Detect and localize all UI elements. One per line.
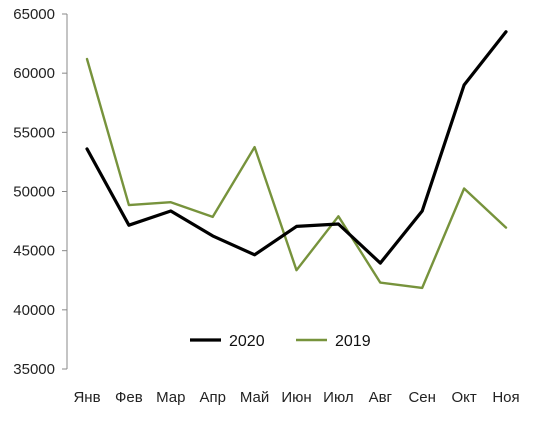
chart-axes: 35000 40000 45000 50000 55000 60000 65000 Янв Фе… [13,6,519,406]
legend-label-2019: 2019 [335,333,371,350]
x-tick-label: Ноя [492,389,519,406]
x-tick-label: Фев [115,389,143,406]
x-tick-label: Июн [281,389,311,406]
chart-legend: 2020 2019 [190,333,371,350]
x-tick-label: Сен [408,389,435,406]
y-tick-label: 45000 [13,243,55,260]
y-tick-label: 60000 [13,65,55,82]
legend-label-2020: 2020 [229,333,265,350]
x-tick-label: Апр [199,389,225,406]
y-tick-label: 40000 [13,302,55,319]
x-tick-label: Окт [451,389,476,406]
y-tick-label: 35000 [13,361,55,378]
y-tick-label: 65000 [13,6,55,23]
x-tick-label: Июл [323,389,353,406]
series-line-2020 [85,30,508,265]
series-lines [85,30,508,290]
x-tick-label: Авг [369,389,393,406]
series-line-2019 [85,57,508,290]
y-tick-label: 50000 [13,184,55,201]
x-tick-label: Янв [73,389,100,406]
y-tick-label: 55000 [13,124,55,141]
x-tick-label: Май [240,389,269,406]
x-tick-label: Мар [156,389,185,406]
